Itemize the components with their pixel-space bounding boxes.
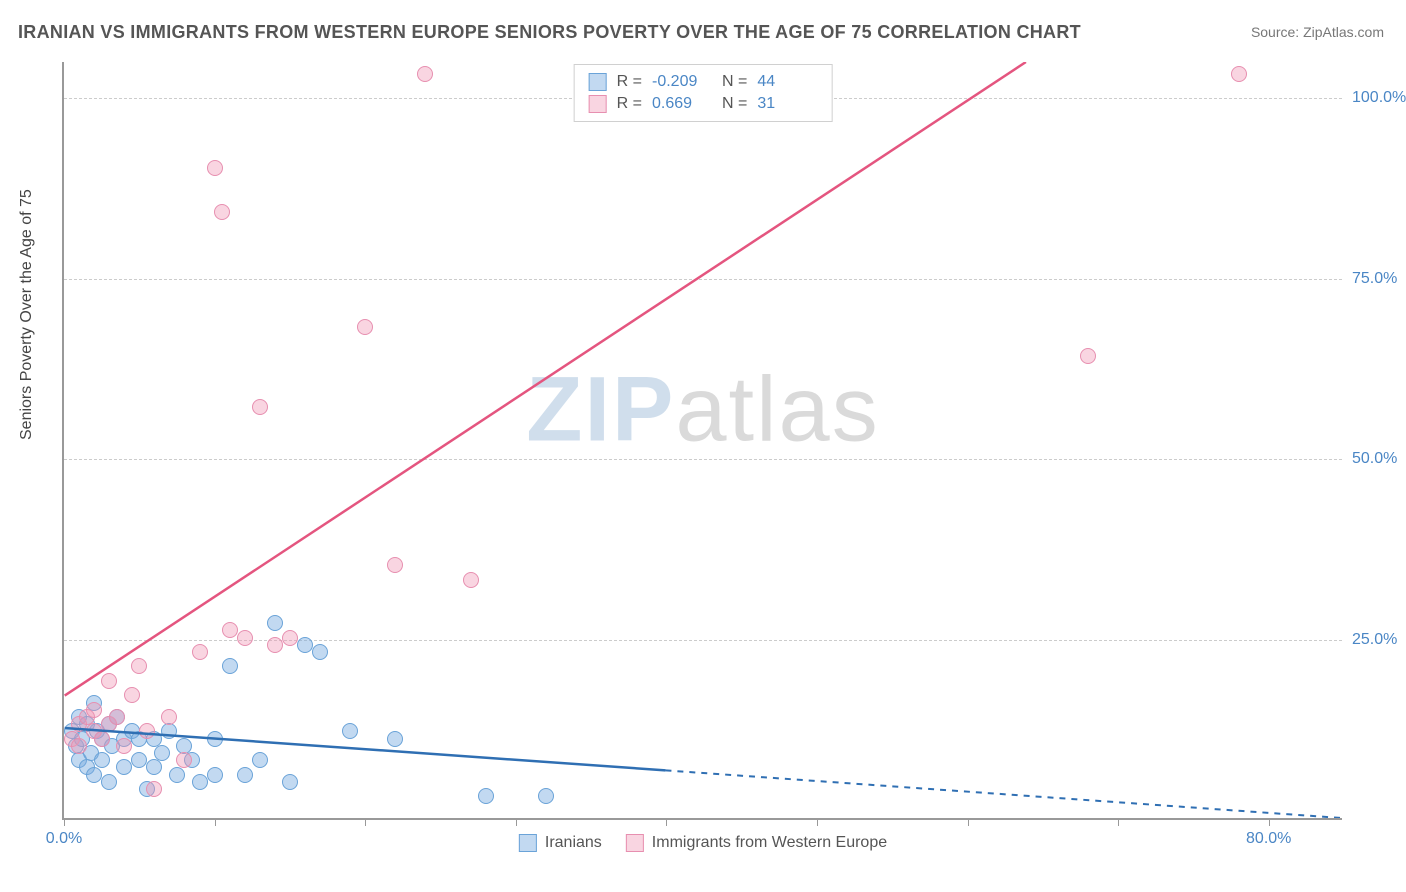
- chart-title: IRANIAN VS IMMIGRANTS FROM WESTERN EUROP…: [18, 22, 1081, 43]
- x-tick: [1269, 818, 1270, 826]
- y-tick-label: 75.0%: [1352, 270, 1406, 288]
- data-point-western_europe: [267, 637, 283, 653]
- data-point-iranians: [297, 637, 313, 653]
- legend-label-western-europe: Immigrants from Western Europe: [652, 834, 887, 852]
- data-point-western_europe: [417, 66, 433, 82]
- x-tick: [516, 818, 517, 826]
- y-tick-label: 100.0%: [1352, 89, 1406, 107]
- data-point-iranians: [252, 752, 268, 768]
- data-point-western_europe: [357, 319, 373, 335]
- data-point-western_europe: [176, 752, 192, 768]
- data-point-western_europe: [161, 709, 177, 725]
- legend-n-value-iranians: 44: [757, 71, 817, 93]
- data-point-western_europe: [214, 204, 230, 220]
- legend-n-value-western-europe: 31: [757, 93, 817, 115]
- data-point-western_europe: [94, 731, 110, 747]
- data-point-western_europe: [86, 702, 102, 718]
- data-point-western_europe: [282, 630, 298, 646]
- data-point-iranians: [86, 767, 102, 783]
- points-layer: [64, 62, 1342, 818]
- legend-swatch-iranians: [519, 834, 537, 852]
- data-point-western_europe: [71, 738, 87, 754]
- legend-item-iranians: Iranians: [519, 834, 602, 852]
- legend-swatch-western-europe: [626, 834, 644, 852]
- data-point-western_europe: [131, 658, 147, 674]
- correlation-legend: R = -0.209 N = 44 R = 0.669 N = 31: [574, 64, 833, 122]
- x-tick-label: 80.0%: [1246, 830, 1291, 848]
- x-tick: [365, 818, 366, 826]
- data-point-western_europe: [222, 622, 238, 638]
- data-point-iranians: [312, 644, 328, 660]
- data-point-iranians: [154, 745, 170, 761]
- data-point-iranians: [387, 731, 403, 747]
- legend-n-label: N =: [722, 93, 747, 115]
- data-point-iranians: [161, 723, 177, 739]
- legend-row-iranians: R = -0.209 N = 44: [589, 71, 818, 93]
- data-point-western_europe: [146, 781, 162, 797]
- data-point-iranians: [207, 731, 223, 747]
- legend-label-iranians: Iranians: [545, 834, 602, 852]
- data-point-western_europe: [252, 399, 268, 415]
- data-point-iranians: [116, 759, 132, 775]
- x-tick: [1118, 818, 1119, 826]
- series-legend: Iranians Immigrants from Western Europe: [519, 834, 887, 852]
- legend-r-value-iranians: -0.209: [652, 71, 712, 93]
- legend-r-label: R =: [617, 93, 642, 115]
- y-axis-label: Seniors Poverty Over the Age of 75: [18, 189, 36, 440]
- x-tick-label: 0.0%: [46, 830, 82, 848]
- legend-n-label: N =: [722, 71, 747, 93]
- x-tick: [817, 818, 818, 826]
- x-tick: [666, 818, 667, 826]
- data-point-iranians: [101, 774, 117, 790]
- data-point-iranians: [207, 767, 223, 783]
- data-point-western_europe: [463, 572, 479, 588]
- data-point-iranians: [237, 767, 253, 783]
- x-tick: [968, 818, 969, 826]
- y-tick-label: 50.0%: [1352, 450, 1406, 468]
- data-point-western_europe: [116, 738, 132, 754]
- y-tick-label: 25.0%: [1352, 631, 1406, 649]
- data-point-iranians: [538, 788, 554, 804]
- chart-plot-area: ZIPatlas 25.0%50.0%75.0%100.0%0.0%80.0% …: [62, 62, 1342, 820]
- legend-item-western-europe: Immigrants from Western Europe: [626, 834, 887, 852]
- data-point-iranians: [192, 774, 208, 790]
- data-point-western_europe: [237, 630, 253, 646]
- data-point-western_europe: [101, 673, 117, 689]
- data-point-western_europe: [387, 557, 403, 573]
- legend-r-label: R =: [617, 71, 642, 93]
- data-point-iranians: [222, 658, 238, 674]
- data-point-western_europe: [139, 723, 155, 739]
- data-point-western_europe: [1080, 348, 1096, 364]
- data-point-iranians: [169, 767, 185, 783]
- data-point-iranians: [146, 759, 162, 775]
- data-point-iranians: [282, 774, 298, 790]
- x-tick: [64, 818, 65, 826]
- data-point-iranians: [94, 752, 110, 768]
- x-tick: [215, 818, 216, 826]
- legend-swatch-iranians: [589, 73, 607, 91]
- data-point-western_europe: [207, 160, 223, 176]
- legend-swatch-western-europe: [589, 95, 607, 113]
- source-attribution: Source: ZipAtlas.com: [1251, 24, 1384, 40]
- data-point-western_europe: [109, 709, 125, 725]
- data-point-iranians: [478, 788, 494, 804]
- legend-row-western-europe: R = 0.669 N = 31: [589, 93, 818, 115]
- data-point-iranians: [342, 723, 358, 739]
- legend-r-value-western-europe: 0.669: [652, 93, 712, 115]
- data-point-western_europe: [124, 687, 140, 703]
- data-point-western_europe: [1231, 66, 1247, 82]
- data-point-iranians: [267, 615, 283, 631]
- data-point-western_europe: [192, 644, 208, 660]
- data-point-iranians: [131, 752, 147, 768]
